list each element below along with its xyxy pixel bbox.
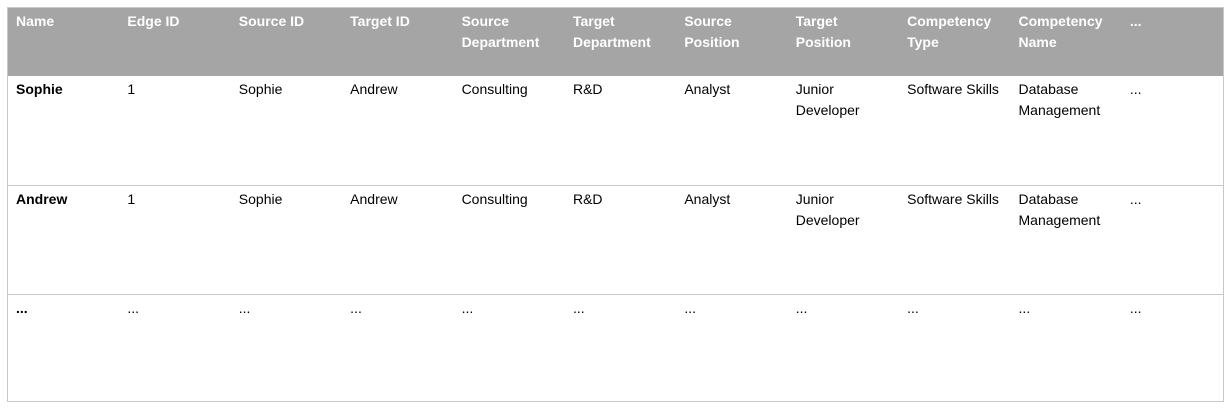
- cell-source-id: Sophie: [238, 190, 283, 207]
- header-cell-name: Name: [16, 13, 55, 29]
- table-row: Andrew 1 Sophie Andrew Consulting R&D An…: [8, 185, 1223, 294]
- header-cell-edge-id: Edge ID: [127, 13, 180, 29]
- table-body: Sophie 1 Sophie Andrew Consulting R&D An…: [8, 76, 1223, 403]
- cell-source-department: Consulting: [461, 190, 528, 207]
- cell-competency-name: Database Management: [1018, 81, 1101, 118]
- header-cell-target-id: Target ID: [350, 13, 410, 29]
- data-table: Name Edge ID Source ID Target ID Source …: [8, 8, 1223, 403]
- cell-source-position: Analyst: [684, 81, 731, 97]
- cell-competency-type: Software Skills: [907, 81, 999, 97]
- header-cell-source-position: Source Position: [684, 13, 740, 50]
- cell-competency-name: ...: [1018, 299, 1031, 316]
- header-cell-target-position: Target Position: [795, 13, 851, 50]
- cell-target-department: ...: [572, 299, 585, 316]
- cell-edge-id: 1: [127, 81, 136, 97]
- header-cell-competency-type: Competency Type: [907, 13, 992, 50]
- table-row: Sophie 1 Sophie Andrew Consulting R&D An…: [8, 76, 1223, 185]
- cell-target-department: R&D: [572, 81, 603, 97]
- cell-source-position: ...: [684, 299, 697, 316]
- cell-edge-id: ...: [127, 299, 140, 316]
- cell-target-department: R&D: [572, 190, 603, 207]
- header-cell-competency-name: Competency Name: [1018, 13, 1103, 50]
- cell-source-id: ...: [238, 299, 251, 316]
- cell-source-department: Consulting: [461, 81, 528, 97]
- data-table-container: Name Edge ID Source ID Target ID Source …: [7, 7, 1224, 402]
- cell-edge-id: 1: [127, 190, 136, 207]
- header-cell-more: ...: [1129, 13, 1142, 29]
- cell-competency-type: ...: [907, 299, 919, 316]
- cell-target-id: Andrew: [350, 190, 398, 207]
- cell-name: Sophie: [16, 81, 63, 97]
- cell-source-id: Sophie: [238, 81, 283, 97]
- cell-target-position: Junior Developer: [795, 81, 860, 118]
- cell-competency-name: Database Management: [1018, 190, 1101, 228]
- cell-more: ...: [1129, 190, 1142, 207]
- cell-name: Andrew: [16, 190, 68, 207]
- header-cell-source-department: Source Department: [461, 13, 540, 50]
- table-row: ... ... ... ... ... ... ... ... ... ... …: [8, 294, 1223, 403]
- cell-more: ...: [1129, 81, 1142, 97]
- cell-name: ...: [16, 299, 28, 316]
- cell-more: ...: [1129, 299, 1142, 316]
- cell-target-id: ...: [350, 299, 362, 316]
- cell-source-department: ...: [461, 299, 474, 316]
- header-cell-source-id: Source ID: [238, 13, 305, 29]
- cell-target-position: Junior Developer: [795, 190, 860, 228]
- cell-target-position: ...: [795, 299, 808, 316]
- header-row: Name Edge ID Source ID Target ID Source …: [8, 8, 1223, 76]
- cell-competency-type: Software Skills: [907, 190, 999, 207]
- cell-source-position: Analyst: [684, 190, 731, 207]
- cell-target-id: Andrew: [350, 81, 398, 97]
- header-cell-target-department: Target Department: [572, 13, 651, 50]
- table-header: Name Edge ID Source ID Target ID Source …: [8, 8, 1223, 76]
